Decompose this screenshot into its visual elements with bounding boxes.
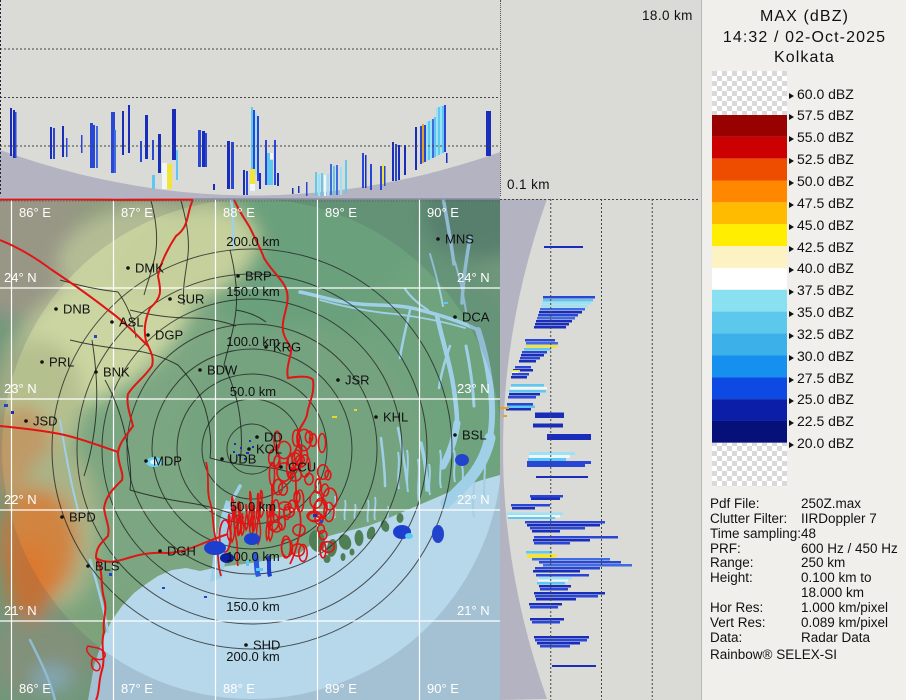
svg-text:24° N: 24° N	[4, 270, 37, 285]
svg-text:PRL: PRL	[49, 355, 74, 370]
svg-text:23° N: 23° N	[457, 381, 490, 396]
svg-text:88° E: 88° E	[223, 205, 255, 220]
svg-text:90° E: 90° E	[427, 205, 459, 220]
svg-text:DGH: DGH	[167, 544, 196, 559]
svg-text:DMK: DMK	[135, 261, 164, 276]
svg-text:BRP: BRP	[245, 269, 272, 284]
svg-text:22° N: 22° N	[4, 492, 37, 507]
svg-text:23° N: 23° N	[4, 381, 37, 396]
svg-text:KRG: KRG	[273, 340, 301, 355]
svg-text:JSR: JSR	[345, 373, 370, 388]
svg-text:BSL: BSL	[462, 428, 487, 443]
svg-text:BNK: BNK	[103, 365, 130, 380]
svg-text:BLS: BLS	[95, 559, 120, 574]
svg-text:87° E: 87° E	[121, 205, 153, 220]
svg-text:50.0 km: 50.0 km	[230, 499, 276, 514]
svg-text:UDB: UDB	[229, 452, 256, 467]
svg-text:DGP: DGP	[155, 328, 183, 343]
svg-text:50.0 km: 50.0 km	[230, 384, 276, 399]
svg-text:86° E: 86° E	[19, 681, 51, 696]
svg-text:89° E: 89° E	[325, 205, 357, 220]
svg-text:150.0 km: 150.0 km	[226, 599, 279, 614]
svg-text:200.0 km: 200.0 km	[226, 234, 279, 249]
svg-text:BPD: BPD	[69, 510, 96, 525]
svg-text:21° N: 21° N	[457, 603, 490, 618]
svg-text:DCA: DCA	[462, 310, 490, 325]
svg-text:150.0 km: 150.0 km	[226, 284, 279, 299]
svg-text:ASL: ASL	[119, 315, 144, 330]
svg-text:86° E: 86° E	[19, 205, 51, 220]
svg-text:CCU: CCU	[288, 460, 316, 475]
svg-text:22° N: 22° N	[457, 492, 490, 507]
svg-text:87° E: 87° E	[121, 681, 153, 696]
svg-text:100.0 km: 100.0 km	[226, 549, 279, 564]
svg-text:BDW: BDW	[207, 363, 238, 378]
svg-text:KOL: KOL	[256, 442, 282, 457]
svg-text:200.0 km: 200.0 km	[226, 649, 279, 664]
svg-text:21° N: 21° N	[4, 603, 37, 618]
svg-text:MNS: MNS	[445, 232, 474, 247]
svg-text:88° E: 88° E	[223, 681, 255, 696]
svg-text:100.0 km: 100.0 km	[226, 334, 279, 349]
svg-text:MDP: MDP	[153, 454, 182, 469]
svg-text:KHL: KHL	[383, 410, 408, 425]
svg-text:DD: DD	[264, 430, 283, 445]
svg-text:SUR: SUR	[177, 292, 204, 307]
svg-text:SHD: SHD	[253, 638, 280, 653]
svg-text:24° N: 24° N	[457, 270, 490, 285]
svg-text:DNB: DNB	[63, 302, 90, 317]
svg-text:JSD: JSD	[33, 414, 58, 429]
svg-text:90° E: 90° E	[427, 681, 459, 696]
svg-text:89° E: 89° E	[325, 681, 357, 696]
